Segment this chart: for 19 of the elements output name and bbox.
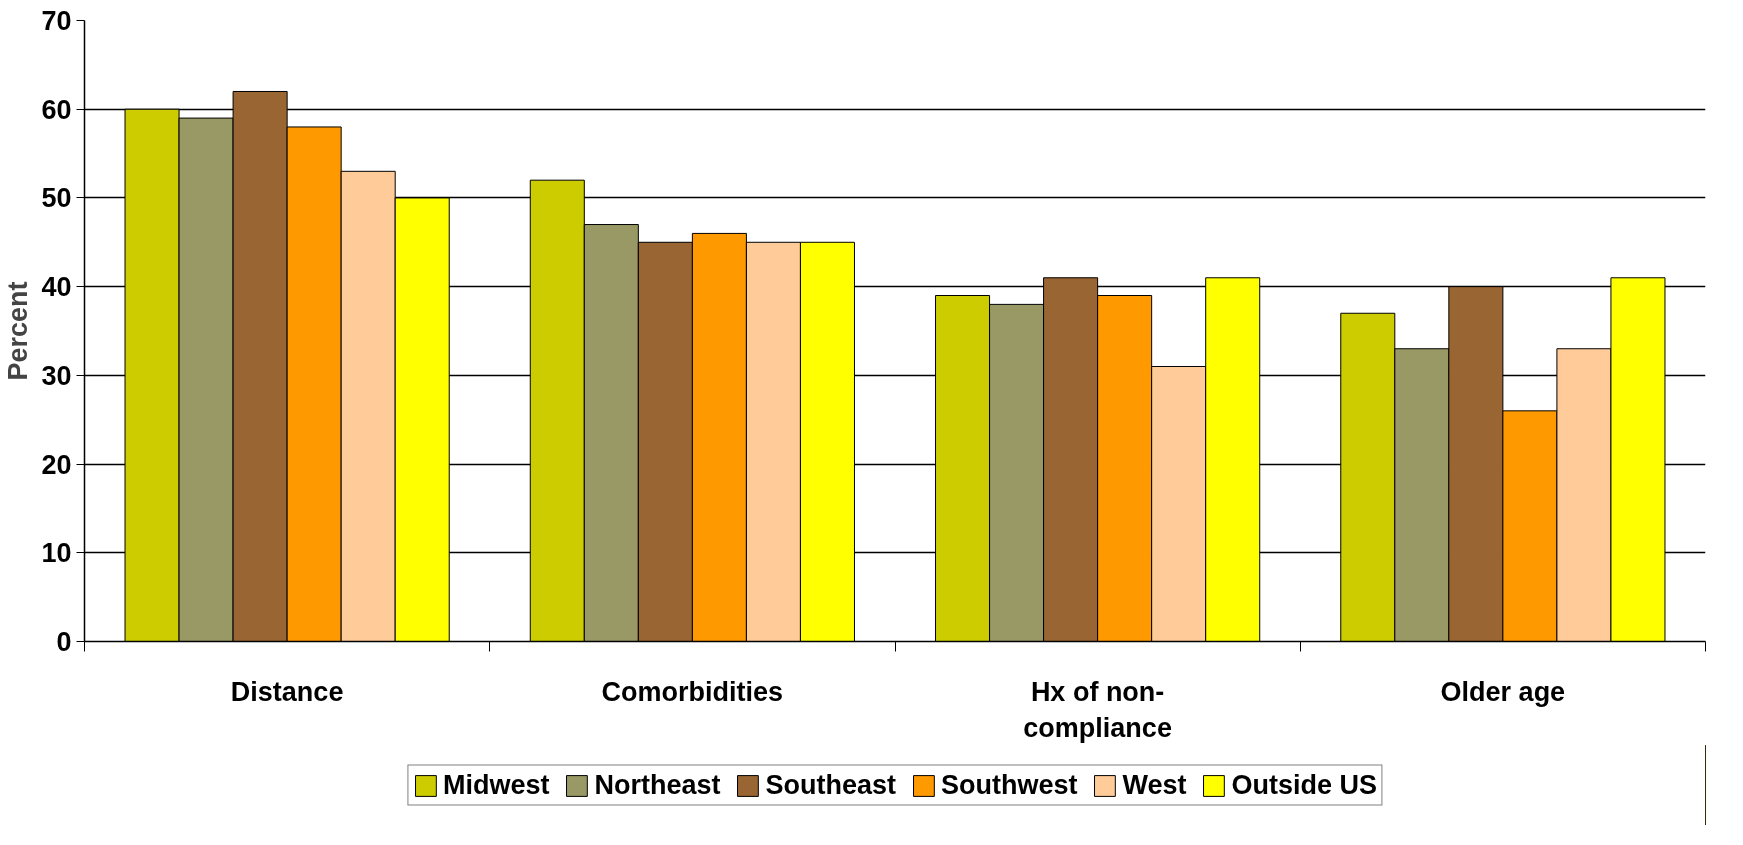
legend-label: Southeast <box>765 769 896 801</box>
legend-label: Midwest <box>442 769 550 801</box>
y-tick-label: 0 <box>56 627 72 657</box>
legend-label: West <box>1122 769 1187 801</box>
y-tick-label: 20 <box>41 449 72 480</box>
x-tick-label: Older age <box>1440 676 1566 707</box>
y-tick-label: 10 <box>41 538 72 569</box>
x-tick-label: Comorbidities <box>601 676 784 707</box>
y-axis-title: Percent <box>3 281 34 381</box>
x-tick-label: Hx of non-compliance <box>1023 676 1172 743</box>
legend-label: Outside US <box>1231 769 1378 801</box>
y-tick-label: 50 <box>41 183 72 214</box>
y-tick-label: 30 <box>41 360 72 391</box>
legend-label: Southwest <box>941 769 1078 801</box>
legend-label: Northeast <box>594 769 721 801</box>
y-tick-label: 60 <box>41 94 72 125</box>
x-tick-label: Distance <box>230 676 344 707</box>
y-tick-label: 40 <box>41 272 72 303</box>
y-tick-label: 70 <box>41 6 72 36</box>
